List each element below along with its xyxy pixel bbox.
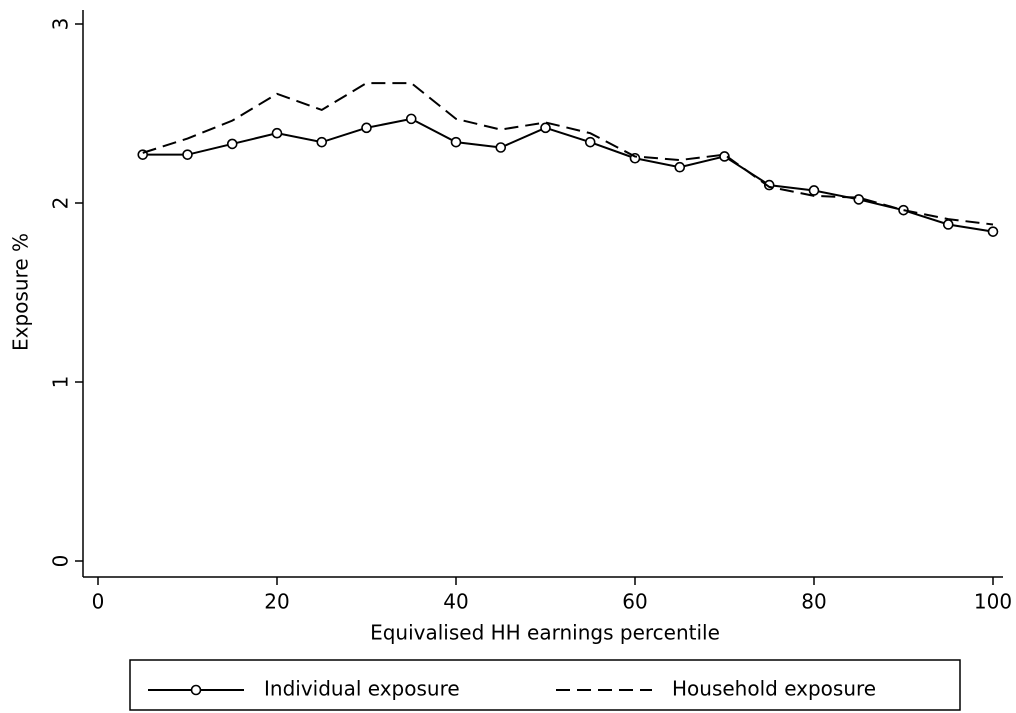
point-marker [450,136,462,148]
x-tick-label: 20 [264,590,289,614]
y-tick-label: 0 [49,555,73,568]
point-marker [987,226,999,237]
point-marker [584,136,596,148]
point-marker [808,185,820,196]
y-tick-label: 2 [49,197,73,210]
x-tick-label: 80 [801,590,826,614]
point-marker [540,122,551,134]
legend-box [129,659,961,711]
x-tick-label: 0 [92,590,105,614]
y-tick-label: 1 [49,376,73,389]
point-marker [719,151,730,162]
x-axis-title: Equivalised HH earnings percentile [370,621,720,645]
series-line [142,117,994,233]
point-marker [405,113,417,125]
series-line [142,82,994,226]
point-marker [226,138,238,150]
x-tick-label: 100 [974,590,1012,614]
legend-label: Individual exposure [264,677,460,701]
point-marker [495,142,507,153]
point-marker [361,122,372,134]
point-marker [182,149,193,160]
point-marker [853,194,865,205]
point-marker [674,161,686,173]
point-marker [942,219,954,230]
legend-marker [190,684,202,696]
point-marker [271,127,283,139]
x-tick-label: 60 [622,590,647,614]
x-tick-label: 40 [443,590,468,614]
y-tick-label: 3 [49,18,73,31]
y-axis-title: Exposure % [9,233,33,351]
point-marker [316,136,328,148]
legend-label: Household exposure [672,677,876,701]
